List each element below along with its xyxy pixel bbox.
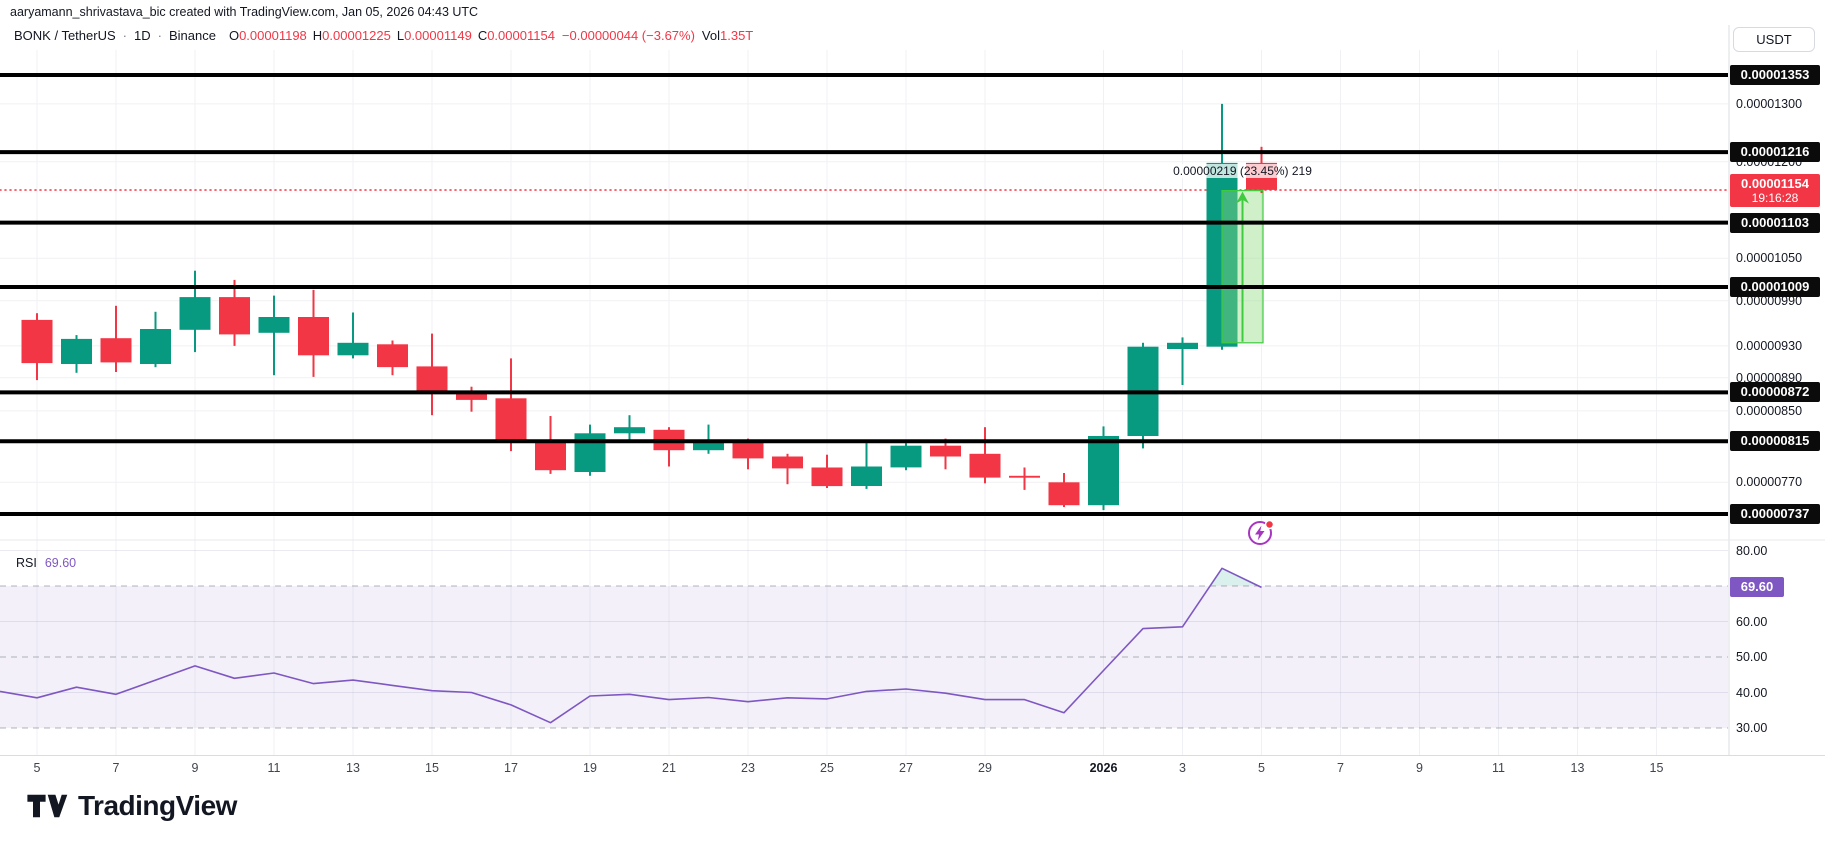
alert-dot	[1264, 519, 1274, 530]
candle	[100, 305, 132, 372]
ohlc-label: O	[228, 28, 240, 43]
tradingview-wordmark: TradingView	[78, 790, 237, 821]
candle	[574, 424, 606, 476]
candle-body	[535, 439, 566, 471]
rsi-indicator-name[interactable]: RSI	[16, 556, 37, 570]
exchange: Binance	[168, 28, 216, 43]
candle-body	[298, 317, 329, 356]
ohlc-value: 0.00001198	[239, 28, 307, 43]
candle-body	[890, 445, 922, 468]
separator: ·	[122, 28, 127, 43]
candle-body	[1048, 482, 1080, 506]
candle-body	[732, 442, 764, 459]
candle-body	[337, 342, 369, 356]
lightning-bolt	[1254, 525, 1264, 541]
candle-body	[772, 456, 803, 469]
candle	[1048, 473, 1080, 508]
candle-body	[930, 445, 961, 457]
candle-body	[456, 392, 487, 400]
ohlc-value: 0.00001149	[404, 28, 472, 43]
separator: ·	[157, 28, 162, 43]
ohlc-values: O0.00001198 H0.00001225 L0.00001149 C0.0000…	[223, 28, 555, 43]
rsi-legend-value: 69.60	[44, 556, 77, 570]
candle	[614, 415, 645, 443]
change-value: −0.00000044 (−3.67%)	[561, 28, 695, 43]
tradingview-logo-icon	[27, 794, 68, 818]
ohlc-value: 0.00001225	[322, 28, 391, 43]
candle-body	[574, 433, 606, 472]
attribution-text: aaryamann_shrivastava_bic created with T…	[10, 5, 479, 19]
candle-body	[61, 338, 92, 364]
currency-unit-button[interactable]: USDT	[1733, 27, 1815, 52]
candle-body	[21, 319, 53, 364]
current-price-value: 0.00001154	[1741, 176, 1809, 191]
candle	[1088, 426, 1119, 511]
symbol-name[interactable]: BONK / TetherUS	[14, 28, 116, 43]
rsi-value-label: 69.60	[1730, 577, 1784, 598]
current-price-label: 0.00001154 19:16:28	[1730, 174, 1820, 207]
footer-logo[interactable]: TradingView	[26, 788, 237, 824]
candle-body	[219, 297, 250, 335]
candle-body	[1167, 342, 1198, 349]
candle-body	[416, 366, 448, 393]
ohlc-label: C	[477, 28, 488, 43]
candle-body	[258, 317, 290, 333]
candle	[416, 333, 448, 416]
volume-value: 1.35T	[720, 28, 754, 43]
candle	[298, 289, 329, 377]
symbol-bar: BONK / TetherUS · 1D · Binance O0.000011…	[14, 28, 753, 43]
candle	[21, 313, 53, 381]
candle	[377, 340, 408, 376]
candle	[495, 358, 527, 452]
candle-body	[377, 344, 408, 368]
candle-body	[811, 467, 843, 487]
candle	[693, 424, 724, 454]
candle	[811, 454, 843, 488]
lightning-alert-icon[interactable]	[1245, 517, 1279, 551]
rsi-line	[0, 567, 1262, 724]
candle	[732, 438, 764, 470]
candle-body	[614, 427, 645, 434]
volume: Vol1.35T	[702, 28, 753, 43]
ohlc-value: 0.00001154	[487, 28, 555, 43]
interval[interactable]: 1D	[133, 28, 151, 43]
candle	[1167, 337, 1198, 385]
candle-body	[179, 297, 211, 330]
rsi-overbought-fill	[1210, 568, 1259, 586]
candle	[258, 295, 290, 376]
candle	[1127, 342, 1159, 449]
candle-body	[851, 466, 882, 486]
rsi-legend: RSI 69.60	[16, 556, 76, 570]
candle	[179, 270, 211, 353]
volume-label: Vol	[701, 28, 720, 43]
ohlc-label: L	[396, 28, 405, 43]
ohlc-label: H	[312, 28, 323, 43]
measure-arrowhead	[1236, 191, 1249, 204]
chart-canvas[interactable]	[0, 0, 1825, 781]
candle-body	[100, 338, 132, 363]
candle-body	[140, 329, 171, 364]
candle-body	[1088, 436, 1119, 506]
candle-body	[693, 442, 724, 451]
candle	[851, 443, 882, 489]
candle	[219, 279, 250, 346]
countdown-timer: 19:16:28	[1751, 191, 1799, 205]
measure-box-edge	[1221, 190, 1264, 344]
candle	[535, 416, 566, 474]
measure-tool-label[interactable]: 0.00000219 (23.45%) 219	[1170, 163, 1315, 178]
candle-body	[1009, 475, 1040, 478]
candle	[61, 335, 92, 373]
candle	[1009, 467, 1040, 490]
candle-body	[969, 453, 1001, 478]
candle	[969, 427, 1001, 484]
candle	[930, 438, 961, 470]
candle	[890, 443, 922, 471]
candle-body	[495, 398, 527, 441]
candle	[653, 427, 685, 467]
candle	[772, 453, 803, 485]
candle	[140, 311, 171, 368]
candle	[337, 312, 369, 359]
